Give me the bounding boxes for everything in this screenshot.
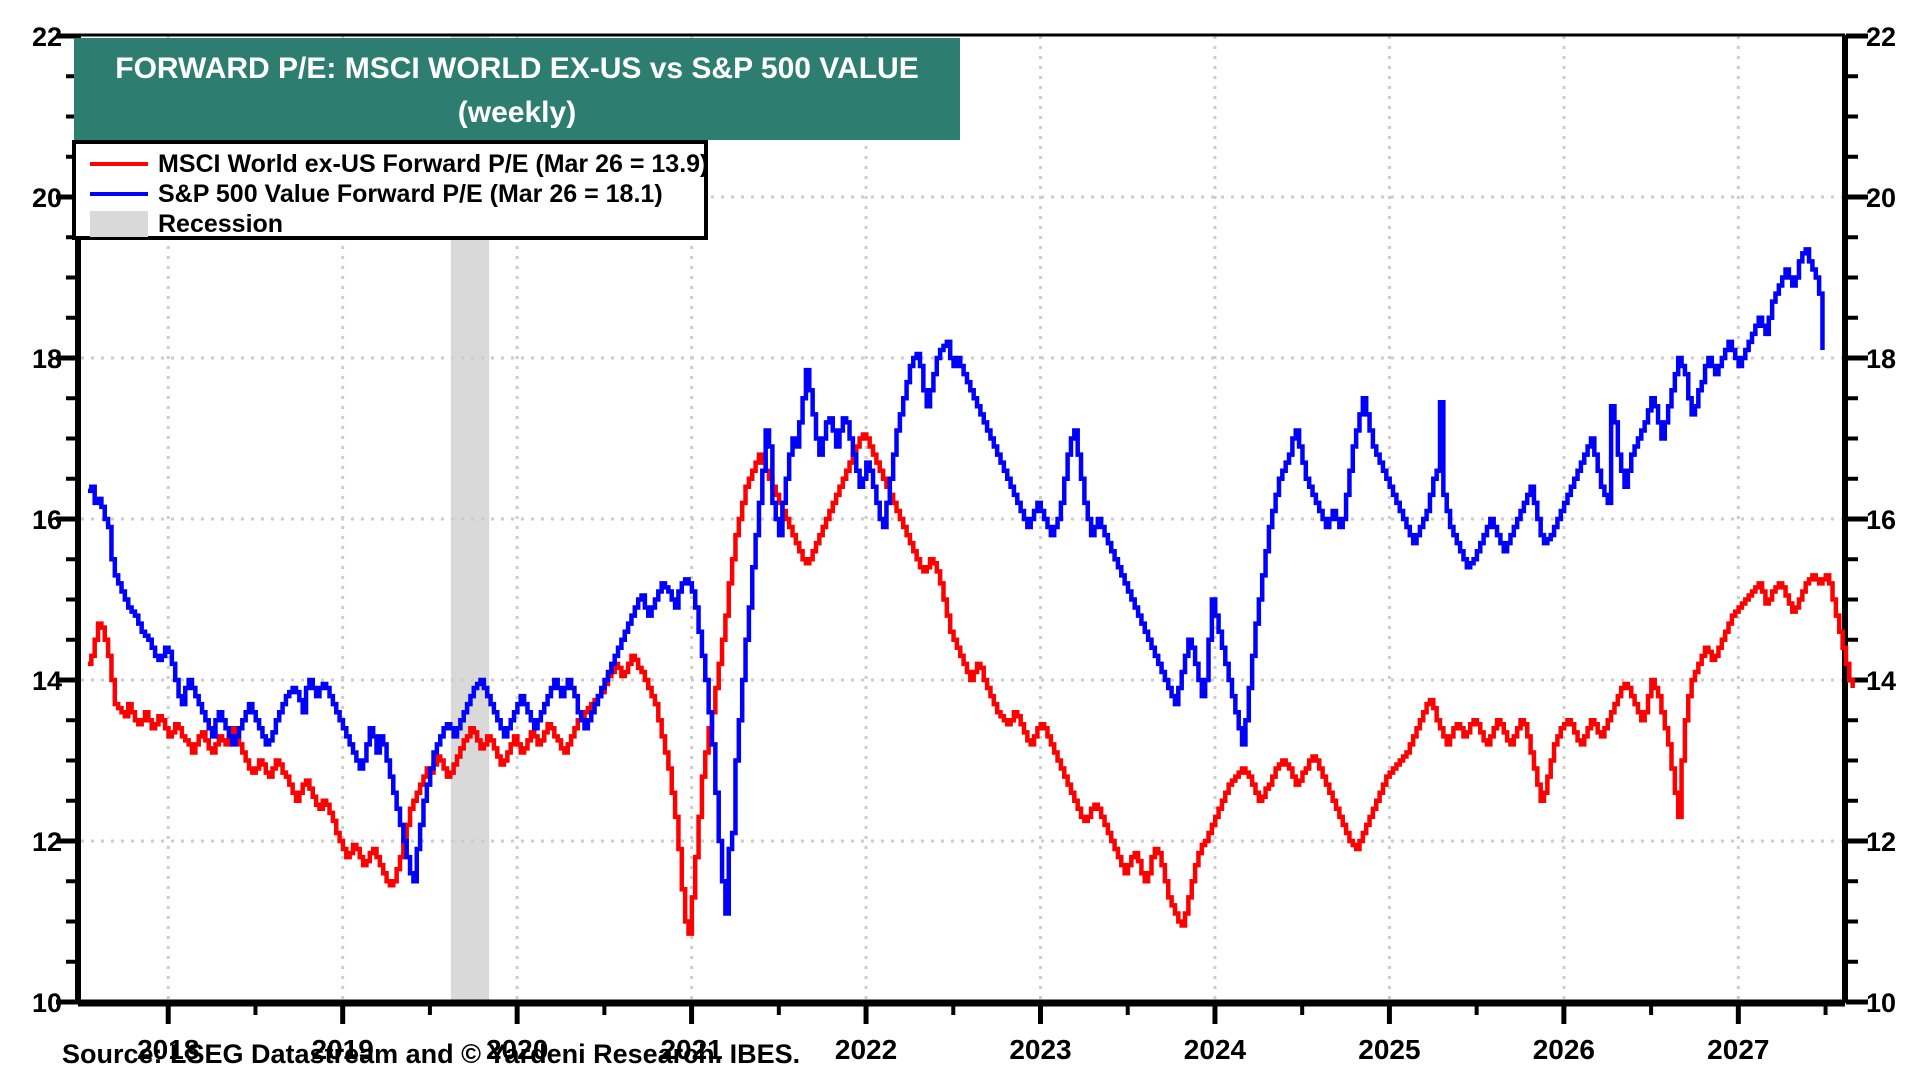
y-axis-tick-label: 18	[1866, 344, 1896, 374]
y-axis-right-ticks	[1846, 33, 1868, 1005]
x-axis-tick-label: 2027	[1707, 1034, 1769, 1065]
y-axis-tick-label: 10	[32, 988, 62, 1018]
chart-title-banner: FORWARD P/E: MSCI WORLD EX-US vs S&P 500…	[74, 38, 960, 140]
title-banner-background	[74, 38, 960, 140]
chart-subtitle: (weekly)	[458, 96, 576, 129]
x-axis-ticks	[165, 1005, 1828, 1024]
legend-items: MSCI World ex-US Forward P/E (Mar 26 = 1…	[90, 150, 708, 238]
y-axis-tick-label: 16	[1866, 505, 1896, 535]
legend-label: Recession	[158, 210, 283, 238]
x-axis-tick-label: 2022	[835, 1034, 897, 1065]
y-axis-tick-label: 20	[1866, 183, 1896, 213]
source-note: Source: LSEG Datastream and © Yardeni Re…	[62, 1039, 800, 1069]
series-line-sp500-value	[87, 247, 1825, 916]
x-axis-tick-label: 2020	[486, 1034, 548, 1065]
y-axis-right-labels: 10 12 14 16 18 20 22	[1866, 22, 1896, 1018]
chart-title: FORWARD P/E: MSCI WORLD EX-US vs S&P 500…	[115, 52, 918, 85]
legend-label: S&P 500 Value Forward P/E (Mar 26 = 18.1…	[158, 180, 663, 208]
x-axis-tick-label: 2025	[1358, 1034, 1420, 1065]
x-axis-tick-label: 2024	[1184, 1034, 1247, 1065]
series-line-msci-world-ex-us	[87, 432, 1855, 936]
y-axis-tick-label: 14	[1866, 666, 1896, 696]
legend-label: MSCI World ex-US Forward P/E (Mar 26 = 1…	[158, 150, 708, 178]
chart-legend: MSCI World ex-US Forward P/E (Mar 26 = 1…	[72, 140, 708, 240]
y-axis-tick-label: 20	[32, 183, 62, 213]
y-axis-tick-label: 12	[1866, 827, 1896, 857]
y-axis-left-labels: 10 12 14 16 18 20 22	[32, 22, 62, 1018]
x-axis-tick-label: 2019	[312, 1034, 374, 1065]
y-axis-tick-label: 10	[1866, 988, 1896, 1018]
y-axis-tick-label: 16	[32, 505, 62, 535]
x-axis-tick-label: 2026	[1533, 1034, 1595, 1065]
data-series-group	[87, 247, 1855, 936]
legend-box	[72, 140, 708, 240]
y-axis-tick-label: 22	[1866, 22, 1896, 52]
y-axis-tick-label: 18	[32, 344, 62, 374]
x-axis-tick-label: 2023	[1009, 1034, 1071, 1065]
y-axis-tick-label: 14	[32, 666, 62, 696]
legend-swatch-marker	[90, 211, 148, 237]
y-axis-tick-label: 12	[32, 827, 62, 857]
x-axis-tick-label: 2018	[137, 1034, 199, 1065]
y-axis-tick-label: 22	[32, 22, 62, 52]
x-axis-tick-label: 2021	[660, 1034, 722, 1065]
x-axis-labels: 2018 2019 2020 2021 2022 2023 2024 2025 2026 2027	[137, 1034, 1769, 1065]
